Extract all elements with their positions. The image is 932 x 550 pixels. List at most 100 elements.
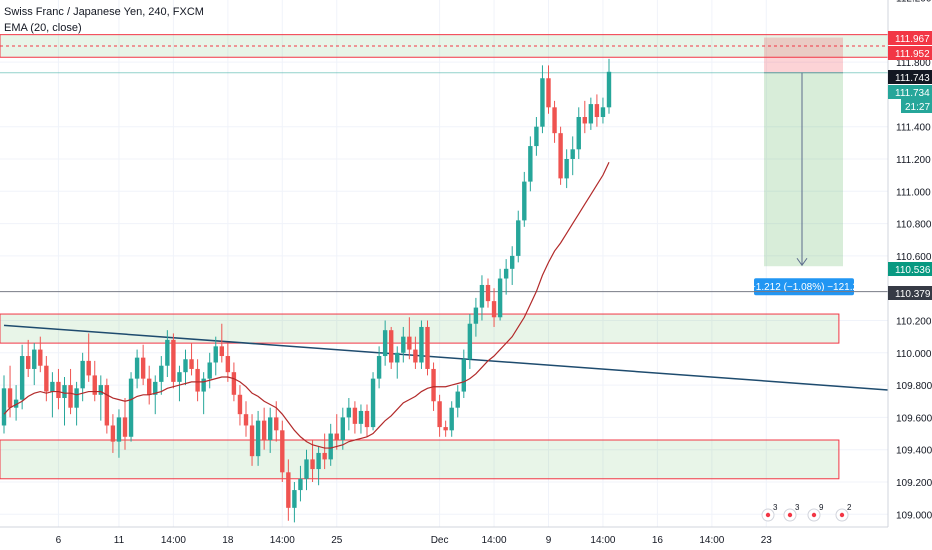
candle[interactable] [147, 378, 152, 395]
candle[interactable] [44, 365, 49, 392]
position-label-box[interactable] [754, 278, 854, 296]
candle[interactable] [219, 346, 224, 357]
candle[interactable] [255, 420, 261, 457]
candle[interactable] [86, 360, 91, 376]
candle[interactable] [582, 117, 587, 124]
candle[interactable] [74, 388, 79, 408]
short-position[interactable]: −1.212 (−1.08%) −121.2 [750, 37, 859, 296]
price-tag[interactable] [888, 31, 932, 45]
candle[interactable] [62, 385, 67, 399]
candle[interactable] [503, 268, 509, 279]
candle[interactable] [516, 220, 521, 256]
price-tag[interactable] [888, 85, 932, 99]
candle[interactable] [467, 323, 473, 360]
candle[interactable] [159, 365, 164, 382]
candle[interactable] [177, 372, 182, 382]
candle[interactable] [104, 385, 110, 426]
candle[interactable] [449, 407, 454, 431]
candle[interactable] [207, 362, 212, 379]
candle[interactable] [153, 381, 158, 395]
candle[interactable] [382, 330, 388, 357]
price-tag[interactable] [888, 46, 932, 60]
candle[interactable] [358, 410, 364, 424]
candle[interactable] [50, 381, 55, 392]
candle[interactable] [443, 427, 448, 431]
candle[interactable] [510, 255, 515, 269]
candles[interactable] [1, 58, 612, 523]
candle[interactable] [473, 307, 479, 324]
price-tag[interactable] [888, 262, 932, 276]
candle[interactable] [376, 356, 382, 379]
event-markers[interactable]: 3 3 9 2 [761, 503, 852, 522]
candle[interactable] [364, 410, 370, 428]
candle[interactable] [479, 284, 485, 308]
candle[interactable] [171, 339, 176, 382]
candle[interactable] [558, 133, 563, 179]
candle[interactable] [7, 388, 13, 408]
candle[interactable] [316, 452, 321, 470]
candle[interactable] [165, 339, 170, 366]
candle[interactable] [328, 433, 333, 460]
candle[interactable] [485, 284, 491, 302]
candle[interactable] [38, 349, 43, 366]
candle[interactable] [419, 326, 424, 363]
candle[interactable] [304, 459, 309, 479]
candle[interactable] [134, 357, 140, 379]
candle[interactable] [13, 399, 19, 408]
candle[interactable] [588, 104, 594, 124]
candle[interactable] [522, 181, 527, 221]
candle[interactable] [225, 356, 231, 373]
candle[interactable] [98, 385, 103, 395]
candle[interactable] [346, 407, 352, 418]
candle[interactable] [56, 381, 61, 399]
candle[interactable] [213, 346, 218, 363]
time-axis[interactable]: 6 11 14:00 18 14:00 25 Dec 14:00 9 14:00 16 14:00 23 [0, 526, 888, 546]
candle[interactable] [110, 425, 116, 442]
position-target-area[interactable] [764, 72, 843, 267]
candle[interactable] [570, 149, 575, 159]
candle[interactable] [26, 356, 31, 369]
candle[interactable] [395, 352, 400, 363]
candle[interactable] [261, 420, 267, 441]
candle[interactable] [195, 368, 200, 392]
candle[interactable] [431, 368, 436, 402]
candle[interactable] [407, 336, 412, 350]
candle[interactable] [128, 378, 134, 437]
candle[interactable] [389, 330, 394, 363]
candle[interactable] [80, 360, 85, 389]
candle[interactable] [310, 459, 315, 470]
candle[interactable] [249, 425, 255, 457]
candle[interactable] [292, 490, 297, 508]
candle[interactable] [340, 417, 345, 441]
candle[interactable] [19, 356, 25, 400]
candle[interactable] [491, 301, 497, 318]
candle[interactable] [268, 417, 273, 441]
candle[interactable] [92, 375, 97, 395]
candle[interactable] [594, 104, 600, 118]
candle[interactable] [274, 417, 279, 431]
candle[interactable] [600, 107, 606, 118]
candle[interactable] [401, 336, 406, 353]
candle[interactable] [280, 430, 285, 473]
candle[interactable] [425, 326, 430, 369]
candle[interactable] [237, 394, 243, 415]
position-stop-area[interactable] [764, 37, 843, 73]
candle[interactable] [122, 417, 128, 437]
candle[interactable] [437, 401, 442, 428]
candle[interactable] [68, 385, 73, 408]
candle[interactable] [32, 349, 37, 369]
candle[interactable] [576, 117, 581, 150]
candle[interactable] [322, 452, 327, 460]
candle[interactable] [243, 414, 249, 426]
candle[interactable] [298, 478, 303, 491]
candle[interactable] [413, 349, 418, 363]
candle[interactable] [189, 359, 194, 369]
price-tag[interactable] [888, 286, 932, 300]
candle[interactable] [606, 71, 612, 108]
candle[interactable] [231, 372, 237, 395]
candle[interactable] [552, 107, 557, 134]
candle[interactable] [528, 146, 533, 182]
candle[interactable] [352, 407, 358, 424]
